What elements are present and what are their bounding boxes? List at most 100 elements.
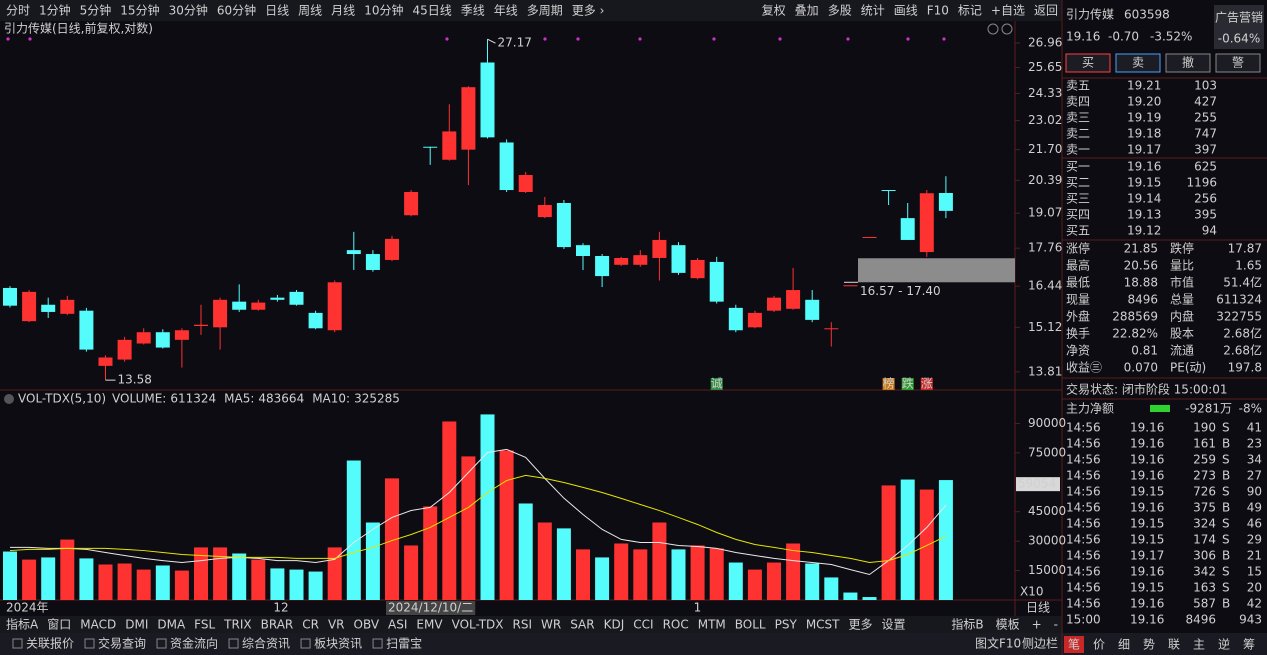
volume-bar [843, 592, 858, 600]
trade-button[interactable] [1065, 53, 1111, 73]
indicator-tab[interactable]: 指标A [6, 617, 39, 632]
candle-body [60, 299, 75, 314]
x-tick-label: 2024年 [6, 601, 49, 615]
indicator-tab[interactable]: EMV [416, 618, 443, 632]
book-price: 19.15 [1127, 176, 1161, 190]
tool-button[interactable]: +自选 [991, 4, 1025, 18]
bottom-tab[interactable]: 扫雷宝 [386, 637, 422, 651]
side-tab[interactable]: 势 [1143, 638, 1155, 652]
indicator-tab[interactable]: DMI [125, 618, 148, 632]
tool-button[interactable]: F10 [927, 4, 949, 18]
indicator-tab[interactable]: FSL [194, 618, 215, 632]
bottom-tab[interactable]: 交易查询 [98, 636, 146, 651]
period-tab[interactable]: 60分钟 [217, 3, 256, 18]
indicator-tab[interactable]: - [1054, 618, 1058, 632]
indicator-tab[interactable]: VOL-TDX [452, 618, 504, 632]
period-tab[interactable]: 月线 [331, 4, 355, 18]
tool-button[interactable]: 标记 [958, 4, 982, 18]
icon[interactable] [4, 394, 14, 404]
indicator-tab[interactable]: TRIX [223, 618, 251, 632]
icon[interactable] [987, 23, 999, 35]
trade-button[interactable] [1165, 53, 1211, 73]
period-tab[interactable]: 30分钟 [169, 3, 208, 18]
period-tab[interactable]: 45日线 [412, 4, 451, 18]
indicator-tab[interactable]: RSI [513, 618, 533, 632]
bottom-tab[interactable]: 板块资讯 [314, 637, 362, 651]
candle-body [365, 254, 380, 270]
ad-button-bg[interactable] [1214, 5, 1264, 49]
side-tab[interactable]: 细 [1118, 638, 1130, 652]
bottom-tab[interactable]: 综合资讯 [242, 636, 290, 651]
period-tab[interactable]: 15分钟 [120, 3, 159, 18]
indicator-tab[interactable]: 指标B [951, 617, 983, 632]
period-tab[interactable]: 季线 [461, 4, 485, 18]
side-tab[interactable]: 逆 [1218, 637, 1230, 652]
ad-label: 广告营销 [1215, 11, 1263, 25]
indicator-tab[interactable]: SAR [570, 618, 594, 632]
side-tab[interactable]: 价 [1093, 638, 1105, 652]
trade-button[interactable] [1215, 53, 1261, 73]
indicator-tab[interactable]: ASI [388, 618, 407, 632]
period-tab[interactable]: 分时 [6, 4, 30, 18]
bottom-tab[interactable]: 资金流向 [170, 636, 218, 651]
period-tab[interactable]: 日线 [265, 4, 289, 18]
book-volume: 103 [1194, 79, 1217, 93]
tick-time: 14:56 [1066, 453, 1101, 467]
tick-price: 19.15 [1130, 581, 1164, 595]
tick-count: 41 [1247, 421, 1262, 435]
tick-price: 19.16 [1130, 501, 1164, 515]
indicator-tab[interactable]: BOLL [735, 618, 766, 632]
tool-button[interactable]: 统计 [861, 4, 885, 18]
book-label: 卖五 [1066, 79, 1090, 93]
indicator-tab[interactable]: CCI [633, 618, 653, 632]
side-tab[interactable]: 联 [1168, 638, 1180, 652]
tick-price: 19.16 [1130, 613, 1164, 627]
stat-value: 17.87 [1228, 242, 1262, 256]
period-tab[interactable]: 年线 [494, 4, 518, 18]
tick-price: 19.17 [1130, 549, 1164, 563]
tool-button[interactable]: 复权 [762, 4, 786, 18]
tool-button[interactable]: 返回 [1034, 4, 1058, 18]
candle-body [843, 285, 858, 287]
candle-body [747, 312, 762, 328]
period-tab[interactable]: 5分钟 [80, 3, 112, 18]
period-tab[interactable]: 10分钟 [364, 3, 403, 18]
volume-bar [938, 480, 953, 600]
indicator-tab[interactable]: WR [541, 618, 561, 632]
indicator-tab[interactable]: MACD [80, 618, 116, 632]
tick-side: S [1222, 533, 1230, 547]
side-tab[interactable]: 笔 [1068, 637, 1080, 652]
book-price: 19.16 [1127, 160, 1161, 174]
indicator-tab[interactable]: CR [302, 618, 319, 632]
tool-button[interactable]: 多股 [828, 4, 852, 18]
trade-button[interactable] [1115, 53, 1161, 73]
bottom-tab[interactable]: 图文F10 [975, 636, 1021, 651]
indicator-tab[interactable]: 设置 [882, 618, 906, 632]
period-tab[interactable]: 多周期 [527, 4, 563, 18]
period-tab[interactable]: 更多 › [572, 4, 605, 18]
indicator-tab[interactable]: PSY [775, 618, 798, 632]
indicator-tab[interactable]: DMA [157, 618, 186, 632]
indicator-tab[interactable]: OBV [354, 618, 380, 632]
indicator-tab[interactable]: ROC [663, 618, 689, 632]
indicator-tab[interactable]: 窗口 [47, 618, 71, 632]
indicator-tab[interactable]: 更多 [849, 618, 873, 632]
indicator-tab[interactable]: MCST [806, 618, 840, 632]
period-tab[interactable]: 周线 [298, 4, 322, 18]
tool-button[interactable]: 叠加 [795, 4, 819, 18]
volume-bar [747, 569, 762, 600]
volume-bar [442, 421, 457, 600]
indicator-tab[interactable]: VR [328, 618, 345, 632]
indicator-tab[interactable]: BRAR [261, 618, 294, 632]
icon[interactable] [1001, 23, 1013, 35]
bottom-tab[interactable]: 侧边栏 [1022, 636, 1058, 651]
indicator-tab[interactable]: + [1032, 618, 1042, 632]
period-tab[interactable]: 1分钟 [39, 3, 71, 18]
indicator-tab[interactable]: MTM [698, 618, 726, 632]
side-tab[interactable]: 主 [1193, 638, 1205, 652]
side-tab[interactable]: 筹 [1243, 638, 1255, 652]
tool-button[interactable]: 画线 [894, 4, 918, 18]
indicator-tab[interactable]: KDJ [604, 618, 625, 632]
bottom-tab[interactable]: 关联报价 [26, 636, 74, 651]
indicator-tab[interactable]: 模板 [996, 618, 1020, 632]
